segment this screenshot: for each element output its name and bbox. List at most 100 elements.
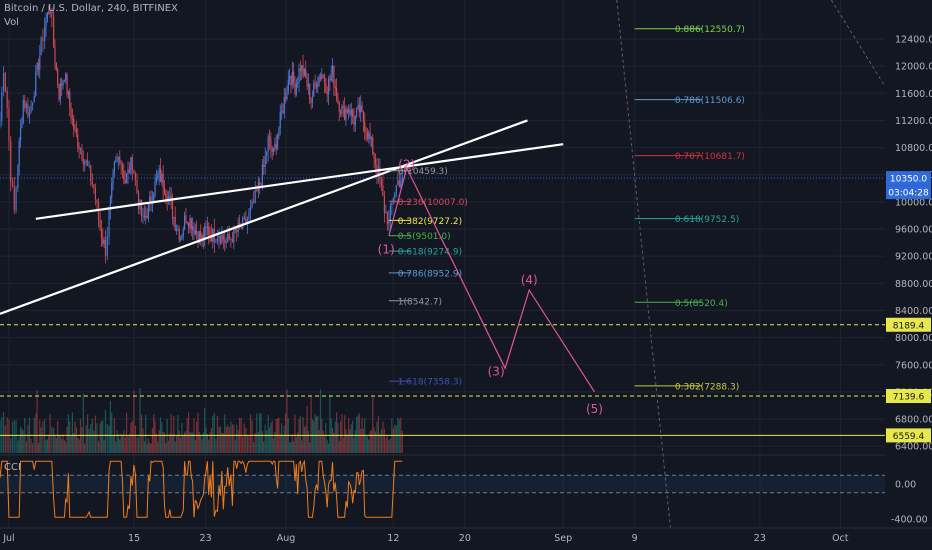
candle-body	[303, 69, 305, 77]
time-axis[interactable]: Jul 15 23 Aug 12 20 Sep 9 23 Oct	[0, 527, 932, 550]
volume-bar	[194, 439, 196, 453]
candle-body	[49, 10, 51, 14]
price-axis-tag	[886, 428, 931, 443]
volume-bar	[37, 442, 40, 453]
volume-bar	[301, 440, 303, 453]
volume-bar	[55, 438, 57, 453]
candle-body	[142, 215, 144, 217]
volume-bar	[96, 423, 98, 453]
candle-body	[185, 215, 187, 222]
price-axis-tag-label: 03:04:28	[888, 189, 929, 199]
volume-bar	[225, 426, 227, 453]
volume-bar	[282, 435, 284, 453]
candle-body	[79, 148, 82, 150]
candle-body	[314, 82, 316, 84]
wave-label: (2)	[398, 158, 415, 172]
candle-body	[298, 68, 300, 82]
candle-body	[11, 182, 14, 187]
volume-bar	[335, 412, 338, 453]
volume-bar	[294, 414, 296, 453]
volume-bar	[209, 431, 211, 453]
fib-retracement-label: 0.618(9274.9)	[398, 248, 462, 258]
volume-bar	[127, 436, 129, 453]
candle-body	[286, 91, 288, 100]
candle-body	[202, 234, 204, 240]
candle-body	[305, 69, 307, 78]
candle-body	[294, 82, 296, 95]
candle-body	[259, 182, 261, 185]
candle-body	[145, 215, 147, 218]
price-axis-tag-label: 7139.6	[893, 393, 925, 403]
volume-bar	[325, 423, 327, 453]
candle-body	[94, 188, 97, 200]
volume-bar	[88, 428, 90, 453]
volume-bar	[167, 440, 170, 453]
candle-body	[140, 199, 143, 217]
candle-body	[17, 164, 19, 189]
candle-body	[231, 238, 234, 243]
price-axis-tag	[886, 185, 931, 200]
volume-bar	[323, 436, 326, 453]
volume-bar	[120, 433, 122, 453]
candle-body	[243, 217, 245, 218]
volume-bar	[62, 434, 64, 453]
candle-body	[354, 115, 356, 126]
volume-bar	[345, 429, 347, 453]
volume-bar	[125, 412, 128, 453]
volume-bar	[267, 414, 269, 453]
candle-body	[121, 164, 124, 171]
volume-bar	[272, 438, 275, 453]
candle-body	[61, 83, 63, 86]
volume-bar	[112, 435, 114, 453]
cci-pane	[0, 459, 885, 518]
volume-bar	[178, 430, 180, 453]
volume-bar	[128, 434, 131, 453]
price-axis[interactable]: 6400.006800.007200.007600.008000.008400.…	[885, 0, 932, 550]
volume-bar	[346, 434, 348, 453]
candle-body	[42, 37, 44, 42]
candle-body	[275, 143, 277, 149]
candle-body	[15, 188, 17, 211]
candle-body	[349, 109, 351, 115]
price-tick-label: 9200.00	[895, 252, 932, 263]
volume-bar	[182, 435, 184, 453]
candle-body	[82, 158, 84, 164]
volume-bar	[155, 434, 158, 453]
volume-label: Vol	[4, 17, 19, 28]
candle-body	[249, 206, 252, 212]
volume-bar	[373, 427, 375, 453]
volume-bar	[131, 421, 133, 453]
candle-body	[22, 100, 24, 123]
candle-body	[115, 160, 117, 162]
candle-body	[45, 19, 47, 27]
candle-body	[209, 234, 211, 236]
volume-bar	[376, 421, 378, 453]
volume-bar	[17, 440, 19, 453]
volume-bar	[119, 439, 121, 453]
candle-body	[383, 195, 385, 213]
candle-body	[271, 147, 273, 152]
volume-bar	[4, 425, 6, 453]
volume-bar	[162, 431, 164, 453]
candle-body	[283, 96, 285, 113]
candle-body	[157, 175, 159, 179]
price-tick-label: 8000.00	[895, 333, 932, 344]
volume-bar	[218, 426, 220, 453]
volume-bar	[134, 425, 137, 453]
wave-path	[388, 166, 596, 393]
volume-bar	[370, 429, 373, 453]
candle-body	[196, 230, 198, 234]
horizontal-lines	[0, 177, 885, 436]
candle-body	[317, 83, 319, 88]
volume-bar	[71, 412, 74, 453]
candle-body	[274, 143, 276, 148]
volume-bar	[46, 439, 48, 453]
volume-bar	[374, 431, 377, 453]
wave-label: (5)	[586, 402, 603, 416]
elliott-waves: (1) (2) (3) (4) (5)	[378, 158, 603, 416]
volume-bar	[352, 420, 354, 453]
candle-body	[392, 198, 394, 203]
candle-body	[325, 82, 327, 92]
candle-body	[350, 109, 352, 115]
